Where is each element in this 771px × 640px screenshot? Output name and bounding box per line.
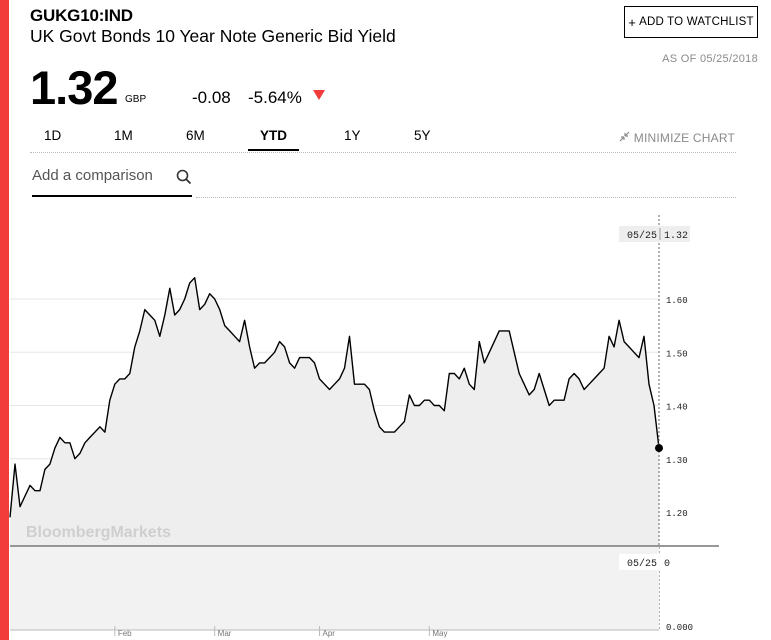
x-tick-label: Feb	[118, 629, 132, 638]
tab-6m[interactable]: 6M	[186, 128, 205, 143]
instrument-name: UK Govt Bonds 10 Year Note Generic Bid Y…	[30, 26, 396, 46]
volume-pane	[10, 547, 659, 630]
x-axis: Feb Mar Apr May	[114, 626, 447, 638]
price-change: -0.08	[192, 88, 231, 107]
last-point-marker	[655, 444, 663, 453]
down-arrow-icon	[313, 90, 325, 100]
y-tick-label: 1.30	[666, 456, 688, 466]
last-price: 1.32	[30, 61, 118, 114]
minimize-chart-button[interactable]: MINIMIZE CHART	[619, 131, 735, 145]
y-tick-label: 1.40	[666, 403, 688, 413]
price-area	[10, 277, 659, 546]
y-tick-label: 1.50	[666, 349, 688, 359]
x-tick-label: May	[432, 629, 447, 638]
y-axis: 1.20 1.30 1.40 1.50 1.60	[666, 296, 688, 519]
tab-1m[interactable]: 1M	[114, 128, 133, 143]
price-change-percent: -5.64%	[248, 88, 302, 107]
divider	[30, 152, 736, 153]
tab-ytd[interactable]: YTD	[248, 128, 299, 151]
comparison-placeholder: Add a comparison	[32, 167, 153, 184]
ticker-symbol: GUKG10:IND	[30, 6, 133, 25]
volume-value-label: 0	[664, 559, 670, 570]
as-of-date: AS OF 05/25/2018	[662, 53, 758, 65]
watchlist-label: ADD TO WATCHLIST	[639, 16, 754, 28]
last-value-label: 1.32	[664, 231, 688, 242]
x-tick-label: Apr	[323, 629, 336, 638]
comparison-search-input[interactable]: Add a comparison	[32, 167, 192, 197]
minimize-chart-label: MINIMIZE CHART	[633, 131, 735, 145]
last-date-label: 05/25	[627, 230, 657, 242]
divider	[196, 197, 736, 198]
y-tick-label: 1.60	[666, 296, 688, 306]
volume-tag: 05/25 0	[619, 554, 675, 570]
y-tick-label: 1.20	[666, 509, 688, 519]
tab-5y[interactable]: 5Y	[414, 128, 431, 143]
accent-bar	[0, 0, 9, 640]
price-line	[9, 277, 660, 518]
bloomberg-watermark: BloombergMarkets	[26, 524, 171, 541]
currency: GBP	[125, 94, 147, 105]
add-to-watchlist-button[interactable]: + ADD TO WATCHLIST	[624, 6, 758, 38]
volume-axis-label: 0.000	[666, 623, 693, 633]
plus-icon: +	[628, 14, 637, 30]
volume-date-label: 05/25	[627, 558, 657, 570]
tab-1y[interactable]: 1Y	[344, 128, 361, 143]
last-value-tag: 05/25 1.32	[619, 226, 690, 242]
tab-1d[interactable]: 1D	[44, 128, 62, 143]
x-tick-label: Mar	[218, 629, 232, 638]
minimize-icon	[619, 131, 630, 142]
search-icon[interactable]	[176, 169, 192, 185]
